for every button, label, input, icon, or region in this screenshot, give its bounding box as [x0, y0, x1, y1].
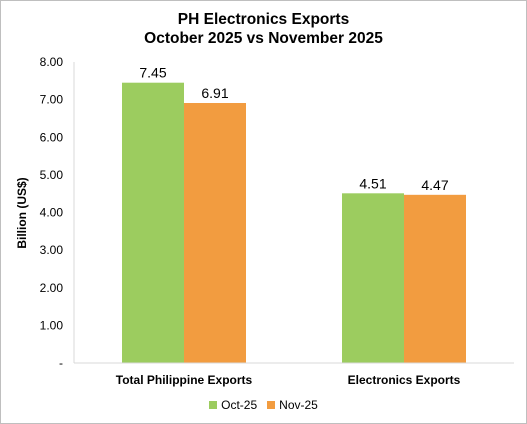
- y-tick-label-1: 1.00: [40, 318, 64, 332]
- legend-item-nov: Nov-25: [267, 398, 318, 412]
- legend-swatch-oct: [209, 401, 218, 409]
- y-tick-label-2: 2.00: [40, 281, 64, 295]
- data-label-nov-0: 6.91: [201, 85, 228, 101]
- chart-title-line-1: PH Electronics Exports: [177, 11, 350, 28]
- chart-title-line-2: October 2025 vs November 2025: [144, 30, 383, 47]
- legend-label-oct: Oct-25: [221, 398, 258, 412]
- x-category-label-1: Electronics Exports: [348, 373, 461, 387]
- y-tick-label-7: 7.00: [40, 93, 64, 107]
- legend-label-nov: Nov-25: [279, 398, 318, 412]
- bar-nov-0: [184, 103, 246, 363]
- bar-nov-1: [404, 194, 466, 363]
- data-label-nov-1: 4.47: [421, 177, 448, 193]
- y-tick-label-8: 8.00: [40, 55, 64, 69]
- data-label-oct-1: 4.51: [359, 175, 386, 191]
- y-tick-label-0: -: [59, 356, 63, 370]
- y-tick-label-5: 5.00: [40, 168, 64, 182]
- y-tick-label-3: 3.00: [40, 243, 64, 257]
- legend: Oct-25 Nov-25: [1, 398, 526, 412]
- legend-item-oct: Oct-25: [209, 398, 257, 412]
- legend-swatch-nov: [267, 401, 276, 409]
- x-category-label-0: Total Philippine Exports: [116, 373, 253, 387]
- bar-oct-0: [122, 82, 184, 363]
- bar-oct-1: [342, 193, 404, 363]
- y-tick-label-6: 6.00: [40, 130, 64, 144]
- y-tick-label-4: 4.00: [40, 206, 64, 220]
- y-axis-label: Billion (US$): [15, 177, 29, 249]
- data-label-oct-0: 7.45: [139, 65, 166, 81]
- chart-title: PH Electronics Exports October 2025 vs N…: [1, 10, 526, 48]
